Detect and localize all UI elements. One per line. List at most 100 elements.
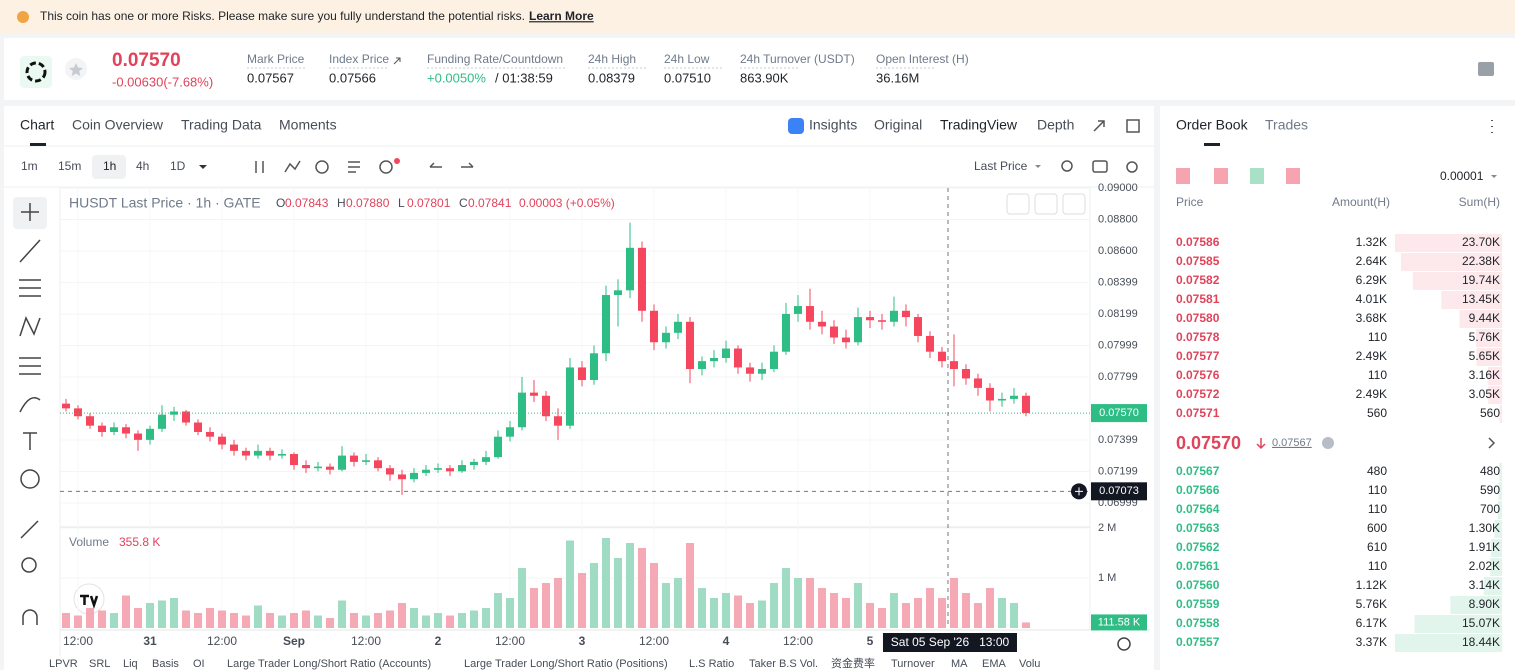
chart-buttons[interactable] <box>1006 193 1086 215</box>
line-tool[interactable] <box>19 239 41 263</box>
interval[interactable]: 15m <box>58 159 81 173</box>
price-type[interactable]: Last Price <box>974 159 1028 173</box>
fullscreen[interactable] <box>1093 120 1105 132</box>
book-price[interactable]: 0.07567 <box>1176 464 1220 478</box>
book-price[interactable]: 0.07558 <box>1176 616 1220 630</box>
book-price[interactable]: 0.07580 <box>1176 311 1220 325</box>
settings[interactable] <box>1126 161 1138 173</box>
crosshair-tool[interactable] <box>21 203 39 221</box>
precision[interactable]: 0.00001 <box>1440 169 1484 183</box>
collapse-button[interactable] <box>1034 193 1058 215</box>
book-price[interactable]: 0.07572 <box>1176 387 1220 401</box>
book-tab[interactable]: Trades <box>1265 117 1308 133</box>
book-tab[interactable]: Order Book <box>1176 117 1249 133</box>
indicator[interactable]: SRL <box>89 658 110 670</box>
interval[interactable]: 1h <box>103 159 116 173</box>
book-price[interactable]: 0.07561 <box>1176 559 1220 573</box>
undo[interactable] <box>429 162 442 168</box>
banner-link[interactable]: Learn More <box>529 9 594 23</box>
book-view-bids[interactable] <box>1214 168 1228 184</box>
x-tick-label: 12:00 <box>63 634 93 648</box>
brush-tool[interactable] <box>19 397 41 413</box>
indicator[interactable]: MA <box>951 658 968 670</box>
indicator[interactable]: Liq <box>123 658 138 670</box>
indicator[interactable]: Large Trader Long/Short Ratio (Positions… <box>464 658 668 670</box>
candle-body <box>505 427 514 437</box>
search[interactable] <box>1061 160 1073 172</box>
drawing-tools[interactable] <box>19 203 41 625</box>
x-tick-label: 5 <box>867 634 874 648</box>
book-sum: 590 <box>1480 483 1500 497</box>
mid-chevron[interactable] <box>1488 437 1496 449</box>
indicator[interactable]: 资金费率 <box>831 656 875 670</box>
position-tool[interactable] <box>19 357 41 375</box>
pattern-tool[interactable] <box>19 316 41 337</box>
book-price[interactable]: 0.07566 <box>1176 483 1220 497</box>
emoji-tool[interactable] <box>20 469 40 489</box>
interval[interactable]: 4h <box>136 159 149 173</box>
book-price[interactable]: 0.07563 <box>1176 521 1220 535</box>
book-view-both[interactable] <box>1176 168 1190 184</box>
legend-key: L <box>398 196 405 210</box>
text-tool[interactable] <box>23 432 37 450</box>
book-icon[interactable] <box>1478 62 1494 76</box>
indicator[interactable]: Volu <box>1019 658 1040 670</box>
candle-body <box>925 335 934 352</box>
book-price[interactable]: 0.07582 <box>1176 273 1220 287</box>
layout[interactable] <box>1126 119 1140 133</box>
add[interactable] <box>379 160 393 174</box>
indicator[interactable]: Large Trader Long/Short Ratio (Accounts) <box>227 658 431 670</box>
redo[interactable] <box>461 162 474 168</box>
interval[interactable]: 1m <box>21 159 38 173</box>
volume-bar <box>289 613 298 628</box>
mark-price[interactable]: 0.07567 <box>1272 437 1312 449</box>
candle-type[interactable] <box>255 161 264 173</box>
chart-tab[interactable]: Chart <box>20 117 54 133</box>
book-view-alt[interactable] <box>1286 168 1300 184</box>
interval[interactable]: 1D <box>170 159 186 173</box>
view-tab[interactable]: Depth <box>1037 117 1074 133</box>
chart-tab[interactable]: Moments <box>279 117 337 133</box>
book-price[interactable]: 0.07564 <box>1176 502 1220 516</box>
indicator[interactable]: EMA <box>982 658 1007 670</box>
reset-button[interactable] <box>1062 193 1086 215</box>
scroll-button[interactable] <box>1006 193 1030 215</box>
indicator[interactable]: LPVR <box>49 658 78 670</box>
indicator[interactable]: Basis <box>152 658 179 670</box>
axis-settings[interactable] <box>1117 637 1131 651</box>
book-price[interactable]: 0.07576 <box>1176 368 1220 382</box>
book-price[interactable]: 0.07560 <box>1176 578 1220 592</box>
book-price[interactable]: 0.07581 <box>1176 292 1220 306</box>
depth-bar <box>1483 577 1502 595</box>
chart-tab[interactable]: Trading Data <box>181 117 262 133</box>
book-price[interactable]: 0.07578 <box>1176 330 1220 344</box>
book-price[interactable]: 0.07559 <box>1176 597 1220 611</box>
view-tab[interactable]: TradingView <box>940 117 1018 133</box>
indicator[interactable]: OI <box>193 658 205 670</box>
volume-bar <box>97 610 106 628</box>
snapshot[interactable] <box>1092 160 1108 173</box>
toolbar-icons[interactable] <box>255 119 1140 174</box>
ruler-tool[interactable] <box>20 520 39 539</box>
book-price[interactable]: 0.07585 <box>1176 254 1220 268</box>
book-price[interactable]: 0.07557 <box>1176 635 1220 649</box>
view-tab[interactable]: Insights <box>809 117 857 133</box>
replay[interactable] <box>315 160 329 174</box>
templates[interactable] <box>348 161 360 173</box>
tab-underline <box>30 143 46 146</box>
chart-tab[interactable]: Coin Overview <box>72 117 164 133</box>
book-price[interactable]: 0.07577 <box>1176 349 1220 363</box>
book-price[interactable]: 0.07562 <box>1176 540 1220 554</box>
book-price[interactable]: 0.07586 <box>1176 235 1220 249</box>
fib-tool[interactable] <box>19 279 41 297</box>
book-price[interactable]: 0.07571 <box>1176 406 1220 420</box>
magnet-tool[interactable] <box>22 609 38 625</box>
indicators[interactable] <box>284 160 301 173</box>
zoom-tool[interactable] <box>21 557 37 573</box>
book-view-asks[interactable] <box>1250 168 1264 184</box>
indicator[interactable]: L.S Ratio <box>689 658 734 670</box>
indicator[interactable]: Turnover <box>891 658 935 670</box>
view-tab[interactable]: Original <box>874 117 922 133</box>
book-sum: 3.14K <box>1469 578 1500 592</box>
indicator[interactable]: Taker B.S Vol. <box>749 658 818 670</box>
